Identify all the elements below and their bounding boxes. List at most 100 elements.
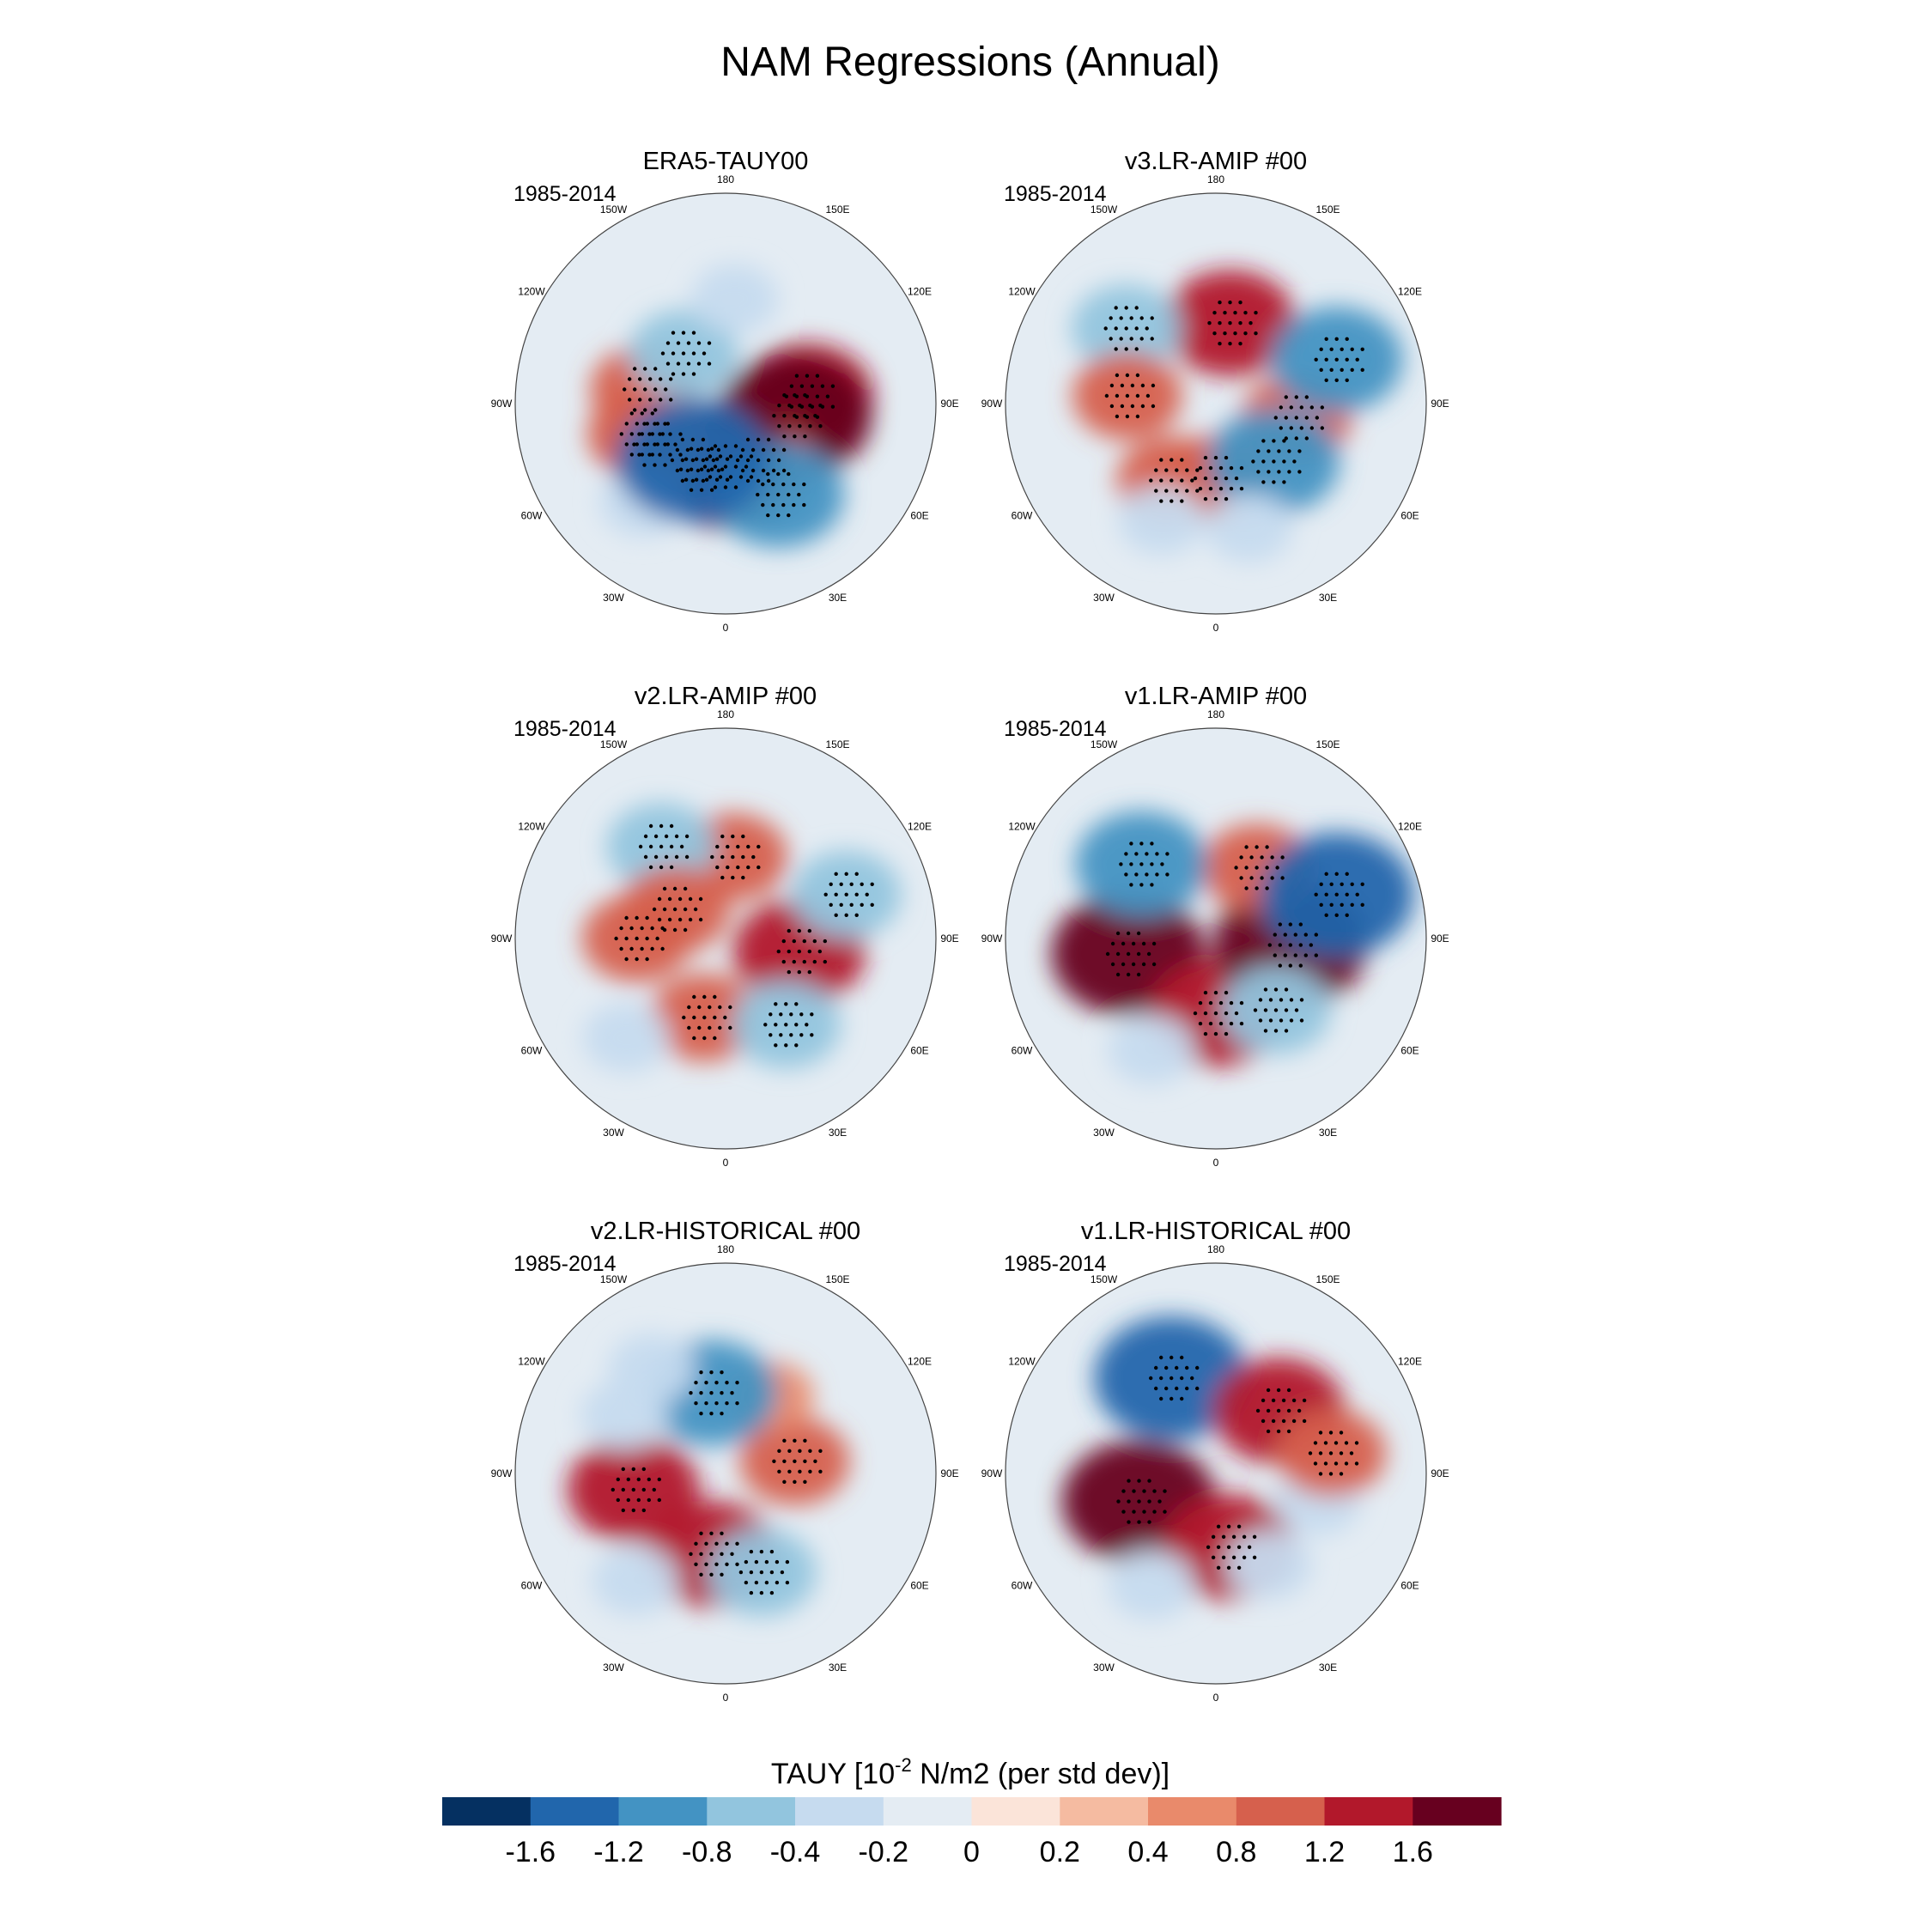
anomaly-blob	[1118, 485, 1206, 556]
anomaly-field	[581, 803, 902, 1072]
longitude-label: 30W	[1093, 592, 1115, 604]
stipple-dot	[1304, 395, 1309, 399]
stipple-dot	[793, 1479, 797, 1485]
stipple-dot	[805, 374, 810, 378]
stipple-dot	[839, 902, 843, 908]
longitude-label: 60E	[1400, 1580, 1419, 1592]
stipple-dot	[1131, 962, 1136, 967]
stipple-dot	[1150, 316, 1154, 320]
stipple-dot	[1213, 1011, 1218, 1016]
significance-stipple	[689, 1531, 739, 1577]
stipple-dot	[1266, 1408, 1271, 1413]
significance-stipple	[1193, 990, 1244, 1036]
stipple-dot	[766, 471, 770, 477]
stipple-dot	[766, 478, 771, 483]
stipple-dot	[704, 1401, 708, 1406]
stipple-dot	[1339, 1472, 1344, 1476]
stipple-dot	[736, 865, 740, 870]
stipple-dot	[1213, 1031, 1218, 1036]
stipple-dot	[834, 913, 838, 918]
stipple-dot	[782, 414, 787, 418]
stipple-dot	[820, 384, 825, 388]
map-boundary	[514, 192, 937, 615]
stipple-dot	[1349, 1451, 1354, 1455]
stipple-dot	[632, 442, 636, 447]
stipple-dot	[660, 432, 665, 436]
stipple-dot	[683, 457, 689, 461]
stipple-dot	[679, 844, 684, 849]
stipple-dot	[776, 949, 781, 954]
stipple-dot	[782, 1479, 787, 1485]
stipple-dot	[706, 447, 711, 453]
stipple-dot	[1239, 855, 1243, 860]
stipple-dot	[774, 1023, 778, 1027]
longitude-label: 120E	[908, 1356, 932, 1368]
stipple-dot	[631, 1508, 635, 1513]
stipple-dot	[807, 928, 811, 933]
stipple-dot	[750, 468, 756, 473]
stipple-dot	[1224, 1011, 1229, 1016]
stipple-dot	[1175, 1365, 1179, 1370]
colorbar-tick-label: 0	[963, 1836, 980, 1868]
stipple-dot	[794, 1043, 799, 1048]
stipple-dot	[1132, 1489, 1136, 1493]
stipple-dot	[665, 341, 671, 345]
stipple-dot	[658, 432, 662, 436]
stipple-dot	[1170, 1355, 1174, 1360]
significance-stipple	[1253, 987, 1304, 1033]
stipple-dot	[817, 949, 822, 954]
stipple-dot	[775, 1580, 780, 1585]
stipple-dot	[711, 458, 716, 463]
stipple-dot	[1127, 1520, 1131, 1524]
stipple-dot	[1224, 476, 1229, 481]
anomaly-blob	[1224, 1529, 1312, 1600]
stipple-dot	[655, 442, 659, 447]
stipple-dot	[1278, 943, 1283, 947]
stipple-dot	[643, 367, 647, 371]
stipple-dot	[740, 468, 745, 473]
longitude-label: 90W	[981, 1467, 1003, 1479]
stipple-dot	[1180, 478, 1184, 483]
stipple-dot	[1231, 1555, 1236, 1560]
stipple-dot	[699, 1552, 703, 1557]
stipple-dot	[1190, 478, 1194, 483]
stipple-dot	[1151, 404, 1156, 409]
stipple-dot	[1203, 1011, 1208, 1016]
stipple-dot	[1120, 383, 1125, 388]
stipple-dot	[1229, 486, 1234, 491]
stipple-dot	[1329, 347, 1334, 351]
stipple-dot	[1208, 1000, 1213, 1005]
longitude-label: 120W	[1008, 1356, 1036, 1368]
stipple-dot	[1284, 987, 1289, 992]
stipple-dot	[621, 1467, 625, 1472]
stipple-dot	[659, 823, 664, 829]
longitude-label: 0	[723, 1157, 729, 1169]
stipple-dot	[1147, 1520, 1151, 1524]
stipple-dot	[688, 896, 693, 902]
stipple-dot	[1284, 1029, 1289, 1033]
stipple-dot	[1119, 862, 1123, 866]
stipple-dot	[1297, 470, 1302, 474]
stipple-dot	[709, 488, 714, 492]
stipple-dot	[766, 513, 770, 518]
stipple-dot	[1280, 855, 1285, 860]
stipple-dot	[738, 475, 744, 479]
longitude-label: 60W	[1012, 1045, 1033, 1057]
stipple-dot	[798, 424, 802, 428]
longitude-label: 60E	[1400, 510, 1419, 522]
stipple-dot	[745, 478, 750, 483]
stipple-dot	[1289, 998, 1294, 1002]
stipple-dot	[667, 896, 672, 902]
longitude-label: 0	[723, 1692, 729, 1704]
stipple-dot	[741, 834, 745, 839]
stipple-dot	[764, 1559, 769, 1564]
stipple-dot	[1224, 496, 1229, 501]
stipple-dot	[1263, 987, 1268, 992]
stipple-dot	[720, 1370, 724, 1375]
stipple-dot	[1149, 478, 1153, 483]
stipple-dot	[710, 854, 714, 860]
stipple-dot	[1151, 941, 1157, 946]
stipple-dot	[692, 994, 696, 999]
longitude-label: 90W	[981, 398, 1003, 410]
stipple-dot	[761, 468, 766, 473]
